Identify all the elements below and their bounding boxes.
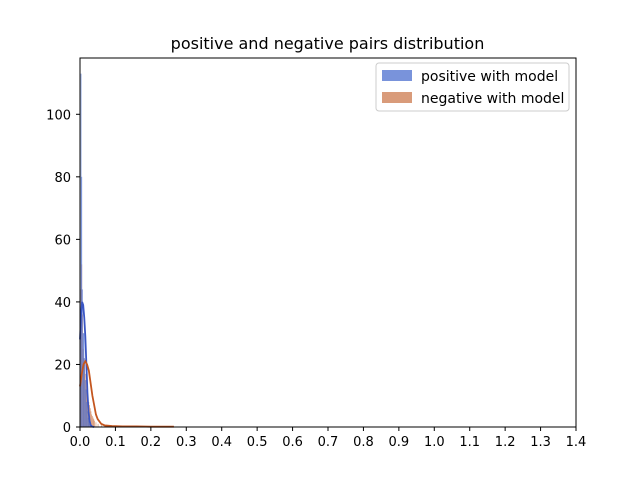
histogram-bar [84, 358, 85, 427]
histogram-bar [89, 408, 91, 427]
legend-label: positive with model [421, 69, 558, 85]
axes: 0.0 0.1 0.2 0.3 0.4 0.5 0.6 0.7 0.8 0.9 1.0 1.1 1.2 1… [46, 57, 587, 450]
x-tick-label: 1.3 [530, 435, 551, 450]
legend-swatch [382, 70, 412, 81]
x-tick-label: 0.0 [70, 435, 91, 450]
histogram-bar [93, 419, 95, 427]
plot-area [79, 73, 174, 428]
histogram-bar [87, 392, 88, 427]
axes-frame [79, 57, 577, 428]
histogram-bar [87, 411, 88, 427]
histogram-bar [88, 420, 90, 427]
y-tick-label: 80 [54, 171, 71, 186]
legend-label: negative with model [421, 91, 564, 107]
histogram-bar [95, 422, 97, 427]
histogram-bar [89, 425, 91, 427]
histogram-bar [84, 380, 86, 427]
x-tick-label: 0.8 [353, 435, 374, 450]
y-tick-label: 60 [54, 233, 71, 248]
histogram-bar [92, 417, 94, 427]
histogram-bar [87, 417, 89, 427]
legend-swatch [382, 92, 412, 103]
x-tick-label: 0.7 [318, 435, 339, 450]
y-tick-label: 20 [54, 358, 71, 373]
histogram-bar [82, 289, 83, 427]
histogram-bar [92, 416, 93, 427]
kde-line-series-1 [79, 359, 174, 428]
x-tick-label: 1.2 [495, 435, 516, 450]
x-tick-label: 0.3 [176, 435, 197, 450]
histogram-bar [104, 425, 106, 427]
histogram-bar [101, 425, 102, 427]
x-tick-label: 0.2 [141, 435, 162, 450]
x-tick-label: 1.4 [566, 435, 587, 450]
histogram-bar [89, 423, 90, 427]
x-tick-label: 1.0 [424, 435, 445, 450]
x-tick-label: 0.1 [105, 435, 126, 450]
histogram-bar [91, 414, 93, 427]
x-tick-label: 0.4 [211, 435, 232, 450]
y-tick-label: 40 [54, 296, 71, 311]
histogram-bar [82, 333, 84, 427]
histogram-bar [86, 401, 88, 427]
histogram-bar [80, 73, 82, 427]
y-tick-label: 100 [46, 108, 71, 123]
x-tick-label: 0.6 [282, 435, 303, 450]
legend: positive with model negative with model [375, 62, 570, 112]
x-tick-label: 1.1 [459, 435, 480, 450]
histogram-bar [97, 423, 99, 427]
y-tick-label: 0 [63, 421, 71, 436]
histogram-bar [90, 411, 92, 427]
x-tick-label: 0.5 [247, 435, 268, 450]
chart-title: positive and negative pairs distribution [171, 34, 485, 53]
histogram-bar [85, 389, 87, 427]
x-tick-label: 0.9 [389, 435, 410, 450]
legend-box [375, 62, 570, 112]
histogram-bar [94, 420, 95, 427]
histogram-bar [83, 333, 85, 427]
